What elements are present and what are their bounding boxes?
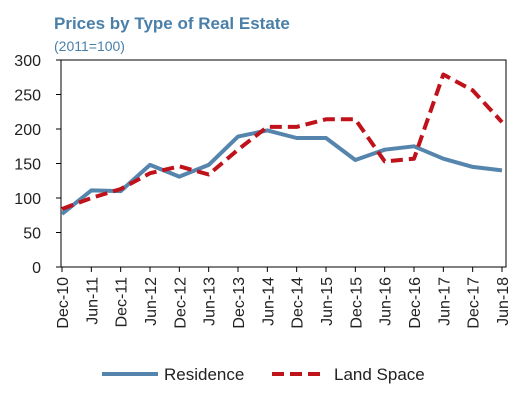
y-tick-label: 0: [32, 260, 41, 277]
x-tick-label: Dec-14: [290, 277, 307, 329]
x-tick-label: Dec-10: [55, 277, 72, 329]
legend: Residence Land Space: [102, 365, 425, 384]
x-tick-label: Jun-17: [436, 277, 453, 326]
legend-label-land-space: Land Space: [334, 365, 425, 384]
y-tick-label: 300: [14, 53, 41, 70]
x-axis: Dec-10 Jun-11 Dec-11 Jun-12 Dec-12 Jun-13 Dec-…: [55, 267, 512, 329]
x-tick-label: Jun-18: [495, 277, 512, 326]
y-axis: 0 50 100 150 200 250 300: [14, 53, 61, 277]
chart-subtitle: (2011=100): [54, 38, 125, 54]
x-tick-label: Jun-14: [260, 277, 277, 326]
series-line-land-space: [61, 72, 504, 211]
y-tick-label: 250: [14, 88, 41, 105]
x-tick-label: Jun-16: [378, 277, 395, 326]
series-layer: [60, 72, 504, 216]
series-line-residence: [60, 128, 503, 216]
chart-title: Prices by Type of Real Estate: [54, 14, 290, 33]
x-tick-label: Dec-17: [466, 277, 483, 329]
x-tick-label: Jun-13: [202, 277, 219, 326]
x-tick-label: Dec-16: [407, 277, 424, 329]
x-tick-label: Jun-11: [84, 277, 101, 325]
y-tick-label: 200: [14, 122, 41, 139]
y-tick-label: 100: [14, 191, 41, 208]
y-tick-label: 150: [14, 157, 41, 174]
x-tick-label: Dec-11: [114, 277, 131, 327]
legend-label-residence: Residence: [164, 365, 244, 384]
x-tick-label: Jun-15: [319, 277, 336, 326]
x-tick-label: Jun-12: [143, 277, 160, 326]
x-tick-label: Dec-12: [172, 277, 189, 329]
x-tick-label: Dec-13: [231, 277, 248, 329]
x-tick-label: Dec-15: [348, 277, 365, 329]
y-tick-label: 50: [23, 226, 41, 243]
